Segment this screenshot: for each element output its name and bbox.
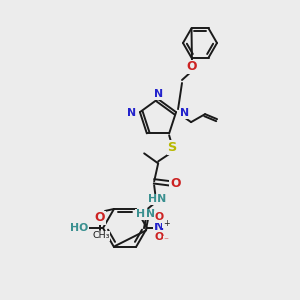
Text: H: H <box>136 209 145 219</box>
Text: O: O <box>154 212 164 222</box>
Text: N: N <box>154 89 164 99</box>
Text: N: N <box>154 220 164 233</box>
Text: O: O <box>187 61 197 74</box>
Text: O: O <box>170 177 180 190</box>
Text: N: N <box>128 108 136 118</box>
Text: HN: HN <box>148 194 166 204</box>
Text: O: O <box>154 232 164 242</box>
Text: O: O <box>95 212 105 224</box>
Text: N: N <box>179 108 189 118</box>
Text: N: N <box>146 209 155 219</box>
Text: HO: HO <box>70 223 88 233</box>
Text: ⁻: ⁻ <box>164 236 169 245</box>
Text: S: S <box>167 141 177 154</box>
Text: CH₃: CH₃ <box>92 231 110 240</box>
Text: +: + <box>163 218 169 227</box>
